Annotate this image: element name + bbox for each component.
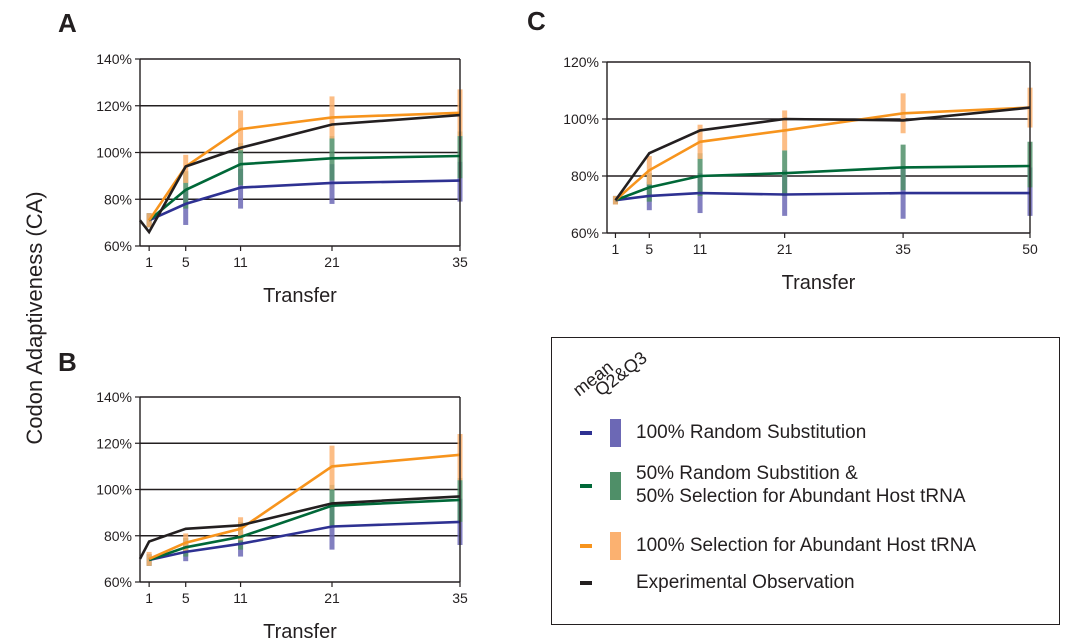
y-tick-label: 60%: [571, 225, 599, 241]
y-tick-label: 60%: [104, 238, 132, 254]
x-tick-label: 11: [233, 590, 248, 606]
y-tick-label: 100%: [563, 111, 599, 127]
x-tick-label: 1: [145, 590, 153, 606]
x-axis-label: Transfer: [782, 272, 856, 294]
panel-letter-a: A: [58, 8, 77, 38]
series-line-selection: [149, 455, 460, 559]
legend-mean-swatch: [580, 431, 592, 435]
y-tick-label: 120%: [96, 98, 132, 114]
x-tick-label: 35: [452, 254, 468, 270]
series-line-selection: [616, 108, 1031, 201]
x-axis-label: Transfer: [263, 621, 337, 641]
legend-label: 100% Random Substitution: [636, 422, 866, 444]
x-tick-label: 50: [1022, 241, 1038, 257]
y-tick-label: 100%: [96, 145, 132, 161]
y-tick-label: 100%: [96, 482, 132, 498]
legend-label: 100% Selection for Abundant Host tRNA: [636, 535, 976, 557]
panel-letter-b: B: [58, 347, 77, 377]
x-tick-label: 21: [324, 590, 340, 606]
legend-label-line2: 50% Selection for Abundant Host tRNA: [636, 486, 966, 508]
legend-item-mixed: 50% Random Substition & 50% Selection fo…: [552, 471, 1059, 523]
legend-quartile-swatch: [610, 472, 621, 500]
x-tick-label: 35: [452, 590, 468, 606]
y-tick-label: 120%: [96, 435, 132, 451]
y-tick-label: 80%: [104, 528, 132, 544]
x-tick-label: 35: [895, 241, 911, 257]
legend-label: 50% Random Substition &: [636, 463, 858, 485]
x-tick-label: 5: [645, 241, 653, 257]
y-tick-label: 120%: [563, 54, 599, 70]
x-tick-label: 21: [324, 254, 340, 270]
legend-quartile-swatch: [610, 532, 621, 560]
series-line-mixed: [149, 156, 460, 220]
panel-letter-c: C: [527, 6, 546, 36]
x-tick-label: 5: [182, 254, 190, 270]
legend-item-random: 100% Random Substitution: [552, 418, 1059, 448]
legend-mean-swatch: [580, 581, 592, 585]
legend-item-selection: 100% Selection for Abundant Host tRNA: [552, 531, 1059, 561]
x-tick-label: 5: [182, 590, 190, 606]
x-tick-label: 11: [233, 254, 248, 270]
y-tick-label: 140%: [96, 51, 132, 67]
legend-mean-swatch: [580, 544, 592, 548]
x-axis-label: Transfer: [263, 285, 337, 307]
panel-a: A 60% 80% 100% 120% 140% 1 5 11 21 35 Transfer: [58, 8, 468, 307]
y-tick-label: 60%: [104, 574, 132, 590]
series-line-random: [616, 193, 1031, 200]
legend-quartile-swatch: [610, 419, 621, 447]
y-tick-label: 80%: [104, 191, 132, 207]
y-tick-label: 80%: [571, 168, 599, 184]
x-tick-label: 21: [777, 241, 793, 257]
panel-b: B 60% 80% 100% 120% 140% 1 5 11 21 35 Transfer: [58, 347, 468, 641]
series-line-selection: [149, 113, 460, 221]
legend: mean Q2&Q3 100% Random Substitution 50% …: [551, 337, 1060, 625]
legend-mean-swatch: [580, 484, 592, 488]
x-tick-label: 1: [145, 254, 153, 270]
x-tick-label: 1: [612, 241, 620, 257]
legend-label: Experimental Observation: [636, 572, 855, 594]
legend-item-experimental: Experimental Observation: [552, 568, 1059, 598]
x-tick-label: 11: [693, 241, 708, 257]
y-axis-label: Codon Adaptiveness (CA): [22, 191, 47, 444]
panel-c: C 60% 80% 100% 120% 1 5 11 21 35 50 Transfer: [527, 6, 1038, 294]
y-tick-label: 140%: [96, 389, 132, 405]
